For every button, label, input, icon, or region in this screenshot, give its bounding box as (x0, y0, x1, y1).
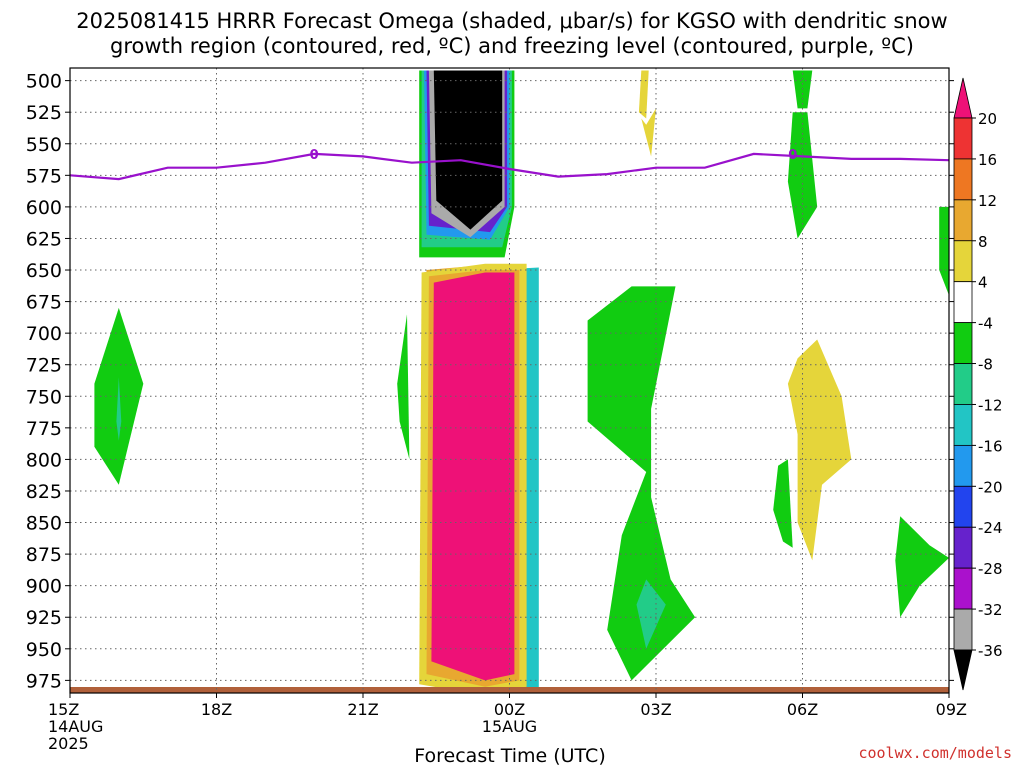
x-tick-label: 18Z (201, 700, 232, 719)
colorbar-bin (953, 199, 973, 242)
colorbar-bin (953, 526, 973, 569)
x-tick-label: 15AUG (482, 717, 537, 736)
x-tick-label: 03Z (640, 700, 671, 719)
colorbar-label: -28 (978, 560, 1003, 578)
colorbar-bottom-arrow (953, 649, 973, 691)
colorbar-label: -20 (978, 478, 1003, 496)
colorbar-label: 8 (978, 233, 988, 251)
colorbar-label: -8 (978, 356, 993, 374)
omega-region-19 (939, 206, 949, 296)
freezing-level-label: 0 (788, 148, 797, 163)
y-tick-label: 725 (26, 355, 62, 377)
colorbar-label: 12 (978, 192, 997, 210)
chart-title-line-2: growth region (contoured, red, ºC) and f… (110, 34, 914, 58)
x-tick-label: 14AUG (48, 717, 103, 736)
omega-region-18 (773, 459, 793, 548)
y-tick-label: 700 (26, 323, 62, 345)
colorbar-label: 20 (978, 110, 997, 128)
site-credit: coolwx.com/models (858, 744, 1012, 762)
omega-region-21 (641, 108, 656, 157)
y-tick-label: 900 (26, 576, 62, 598)
omega-region-14 (587, 286, 696, 681)
chart-title-line-1: 2025081415 HRRR Forecast Omega (shaded, … (76, 9, 948, 33)
colorbar-label: -36 (978, 642, 1003, 660)
omega-region-10 (433, 70, 503, 230)
colorbar-bin (953, 485, 973, 528)
omega-region-20 (895, 516, 949, 618)
y-tick-label: 925 (26, 607, 62, 629)
colorbar-label: 16 (978, 151, 997, 169)
colorbar-label: 4 (978, 274, 988, 292)
y-tick-label: 625 (26, 228, 62, 250)
omega-region-4 (431, 272, 515, 681)
colorbar-label: -16 (978, 437, 1003, 455)
freezing-level-line (70, 152, 949, 181)
colorbar-bin (953, 363, 973, 405)
omega-region-22 (787, 339, 852, 561)
colorbar-bin (953, 117, 973, 160)
y-tick-label: 950 (26, 639, 62, 661)
colorbar-bin (953, 608, 973, 651)
x-tick-label: 09Z (936, 700, 967, 719)
y-tick-label: 850 (26, 513, 62, 535)
y-tick-label: 750 (26, 386, 62, 408)
y-tick-label: 775 (26, 418, 62, 440)
y-tick-label: 575 (26, 165, 62, 187)
colorbar-top-arrow (953, 77, 973, 119)
y-tick-label: 825 (26, 481, 62, 503)
x-tick-label: 21Z (347, 700, 378, 719)
y-tick-label: 550 (26, 134, 62, 156)
x-tick-label: 06Z (787, 700, 818, 719)
y-tick-label: 525 (26, 102, 62, 124)
x-axis-label: Forecast Time (UTC) (414, 745, 606, 767)
y-tick-label: 500 (26, 71, 62, 93)
y-tick-label: 875 (26, 544, 62, 566)
colorbar-label: -12 (978, 396, 1003, 414)
y-tick-label: 675 (26, 292, 62, 314)
y-tick-label: 975 (26, 670, 62, 692)
plot-area (70, 68, 949, 693)
colorbar-bin (953, 281, 973, 324)
omega-region-17 (787, 112, 818, 239)
y-tick-label: 650 (26, 260, 62, 282)
omega-region-12 (116, 377, 122, 441)
x-tick-label: 15Z (48, 700, 79, 719)
freezing-level-label: 0 (310, 148, 319, 163)
omega-region-15 (636, 579, 666, 649)
omega-region-23 (638, 70, 649, 119)
x-tick-label: 2025 (48, 734, 89, 753)
colorbar-label: -32 (978, 601, 1003, 619)
colorbar-bin (953, 567, 973, 610)
colorbar-bin (953, 240, 973, 283)
y-tick-label: 800 (26, 449, 62, 471)
y-tick-label: 600 (26, 197, 62, 219)
colorbar-bin (953, 404, 973, 446)
omega-region-13 (397, 314, 410, 460)
ground-strip (70, 687, 949, 693)
colorbar-bin (953, 444, 973, 487)
colorbar-bin (953, 322, 973, 364)
colorbar-label: -4 (978, 315, 993, 333)
colorbar-bin (953, 158, 973, 201)
colorbar-label: -24 (978, 519, 1003, 537)
x-tick-label: 00Z (494, 700, 525, 719)
